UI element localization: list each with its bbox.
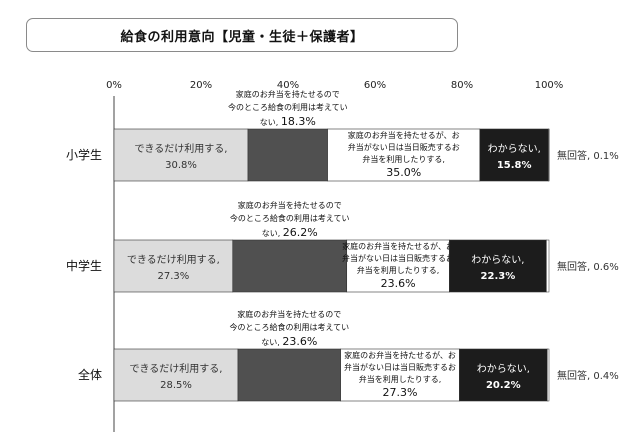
segment-label: 弁当がない日は当日販売するお bbox=[342, 253, 454, 263]
category-label: 小学生 bbox=[66, 147, 102, 162]
bar-segment bbox=[548, 128, 550, 182]
segment-label: できるだけ利用する, bbox=[134, 143, 227, 155]
segment-label: 弁当を利用したりする, bbox=[359, 374, 442, 384]
segment-label: ない, bbox=[262, 229, 283, 238]
segment-label: 家庭のお弁当を持たせるので bbox=[236, 89, 340, 99]
bar-segment bbox=[459, 348, 548, 402]
bar-segment bbox=[113, 348, 239, 402]
bar-segment bbox=[340, 348, 460, 402]
data-label: 15.8% bbox=[497, 160, 532, 171]
segment-label: 家庭のお弁当を持たせるが、お bbox=[342, 241, 454, 251]
chart-title: 給食の利用意向【児童・生徒＋保護者】 bbox=[120, 29, 364, 45]
segment-label: 弁当がない日は当日販売するお bbox=[344, 362, 456, 372]
chart-title-box: 給食の利用意向【児童・生徒＋保護者】 bbox=[26, 18, 458, 52]
segment-label: ない, bbox=[261, 338, 282, 347]
data-label: 22.3% bbox=[481, 271, 516, 282]
segment-label: 家庭のお弁当を持たせるので bbox=[237, 309, 341, 319]
segment-label: わからない, bbox=[488, 143, 541, 155]
data-label: 35.0% bbox=[386, 166, 421, 179]
bar-segment bbox=[237, 348, 341, 402]
segment-label: 弁当がない日は当日販売するお bbox=[348, 142, 460, 152]
bar-segment bbox=[449, 239, 547, 293]
bar-segment bbox=[247, 128, 328, 182]
bar-segment bbox=[113, 239, 234, 293]
bar-segment bbox=[113, 128, 249, 182]
bar-segment bbox=[547, 348, 550, 402]
segment-value: 23.6% bbox=[282, 335, 317, 348]
data-label: ない, 26.2% bbox=[262, 226, 318, 239]
segment-label: ない, bbox=[260, 118, 281, 127]
data-label: ない, 18.3% bbox=[260, 115, 316, 128]
segment-label: 家庭のお弁当を持たせるが、お bbox=[348, 130, 460, 140]
category-label: 中学生 bbox=[66, 258, 102, 273]
x-tick-label: 80% bbox=[451, 80, 473, 91]
bar-segment bbox=[346, 239, 450, 293]
segment-label: 今のところ給食の利用は考えてい bbox=[228, 102, 348, 112]
x-tick-label: 100% bbox=[535, 80, 564, 91]
x-tick-label: 0% bbox=[106, 80, 122, 91]
data-label: 23.6% bbox=[381, 277, 416, 290]
data-label: 30.8% bbox=[165, 160, 197, 171]
data-label: 無回答, 0.4% bbox=[557, 369, 619, 382]
segment-label: 今のところ給食の利用は考えてい bbox=[230, 213, 350, 223]
x-tick-label: 60% bbox=[364, 80, 386, 91]
bar-segment bbox=[479, 128, 549, 182]
x-tick-label: 20% bbox=[190, 80, 212, 91]
segment-label: 弁当を利用したりする, bbox=[357, 265, 440, 275]
bar-segment bbox=[546, 239, 550, 293]
segment-label: 家庭のお弁当を持たせるが、お bbox=[344, 350, 456, 360]
data-label: 20.2% bbox=[486, 380, 521, 391]
segment-label: わからない, bbox=[471, 254, 524, 266]
segment-label: 弁当を利用したりする, bbox=[362, 154, 445, 164]
data-label: 無回答, 0.1% bbox=[557, 149, 619, 162]
segment-value: 18.3% bbox=[281, 115, 316, 128]
segment-label: わからない, bbox=[477, 363, 530, 375]
data-label: 無回答, 0.6% bbox=[557, 260, 619, 273]
segment-label: 家庭のお弁当を持たせるので bbox=[238, 200, 342, 210]
segment-value: 26.2% bbox=[283, 226, 318, 239]
segment-label: できるだけ利用する, bbox=[127, 254, 220, 266]
segment-label: できるだけ利用する, bbox=[129, 363, 222, 375]
data-label: 27.3% bbox=[157, 271, 189, 282]
category-label: 全体 bbox=[78, 367, 102, 382]
data-label: ない, 23.6% bbox=[261, 335, 317, 348]
segment-label: 今のところ給食の利用は考えてい bbox=[230, 322, 350, 332]
bar-segment bbox=[327, 128, 481, 182]
x-tick-label: 40% bbox=[277, 80, 299, 91]
data-label: 27.3% bbox=[383, 386, 418, 399]
bar-segment bbox=[232, 239, 348, 293]
data-label: 28.5% bbox=[160, 380, 192, 391]
